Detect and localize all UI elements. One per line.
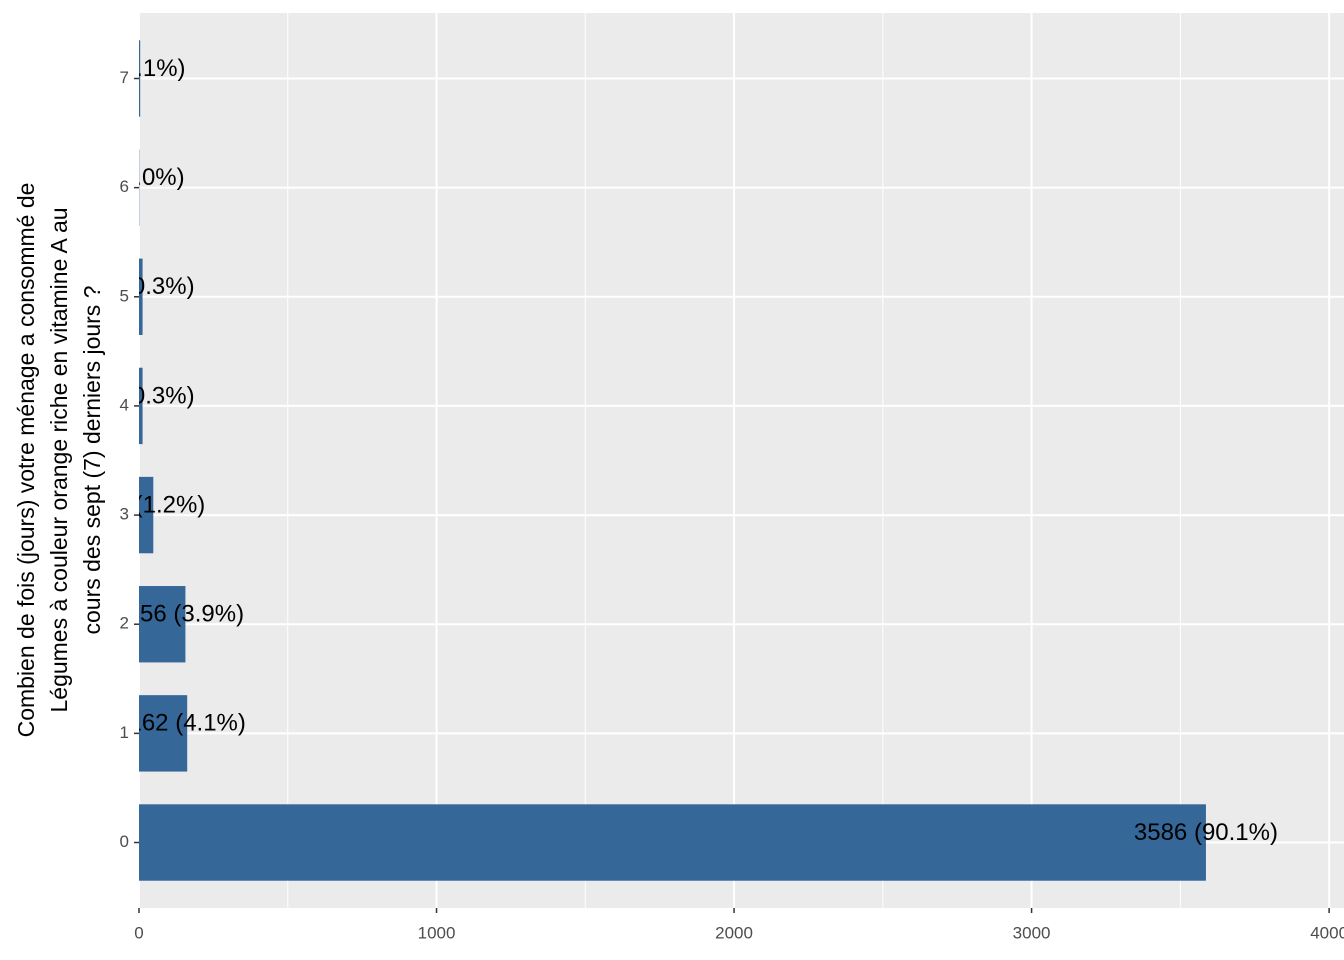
- panel: [139, 13, 1344, 908]
- y-tick-label: 1: [120, 723, 129, 742]
- grid: [138, 13, 1344, 908]
- value-label: 48 (1.2%): [101, 491, 205, 518]
- x-tick-label: 0: [134, 923, 143, 942]
- value-label: 12 (0.3%): [91, 273, 195, 300]
- value-label: 156 (3.9%): [127, 601, 244, 628]
- y-tick-label: 4: [120, 395, 129, 414]
- y-axis-title: Légumes à couleur orange riche en vitami…: [46, 207, 72, 712]
- x-tick-label: 1000: [418, 923, 456, 942]
- y-tick-label: 2: [120, 614, 129, 633]
- axes: 0 1000 2000 3000 4000 0 1 2 3 4 5 6 7: [120, 68, 1344, 943]
- y-tick-label: 6: [120, 177, 129, 196]
- y-tick-label: 5: [120, 286, 129, 305]
- bar: [139, 258, 143, 335]
- x-tick-label: 4000: [1310, 923, 1344, 942]
- y-tick-label: 7: [120, 68, 129, 87]
- value-label: 3586 (90.1%): [1134, 819, 1278, 846]
- x-tick-label: 3000: [1013, 923, 1051, 942]
- y-axis-title: Combien de fois (jours) votre ménage a c…: [13, 183, 39, 738]
- y-tick-label: 3: [120, 505, 129, 524]
- value-label: 162 (4.1%): [128, 710, 245, 737]
- value-label: 1 (0.0%): [94, 164, 185, 191]
- bar: [139, 695, 188, 772]
- value-label: 12 (0.3%): [91, 382, 195, 409]
- x-tick-label: 2000: [715, 923, 753, 942]
- bar: [139, 586, 186, 663]
- bar: [139, 40, 141, 117]
- y-tick-label: 0: [120, 832, 129, 851]
- bar: [139, 476, 154, 554]
- bars: 3586 (90.1%) 162 (4.1%) 156 (3.9%) 48 (1.2%…: [91, 40, 1278, 881]
- bar: [139, 367, 143, 445]
- bar: [139, 804, 1206, 881]
- y-axis-title: cours des sept (7) derniers jours ?: [79, 286, 105, 635]
- value-label: 4 (0.1%): [95, 55, 186, 82]
